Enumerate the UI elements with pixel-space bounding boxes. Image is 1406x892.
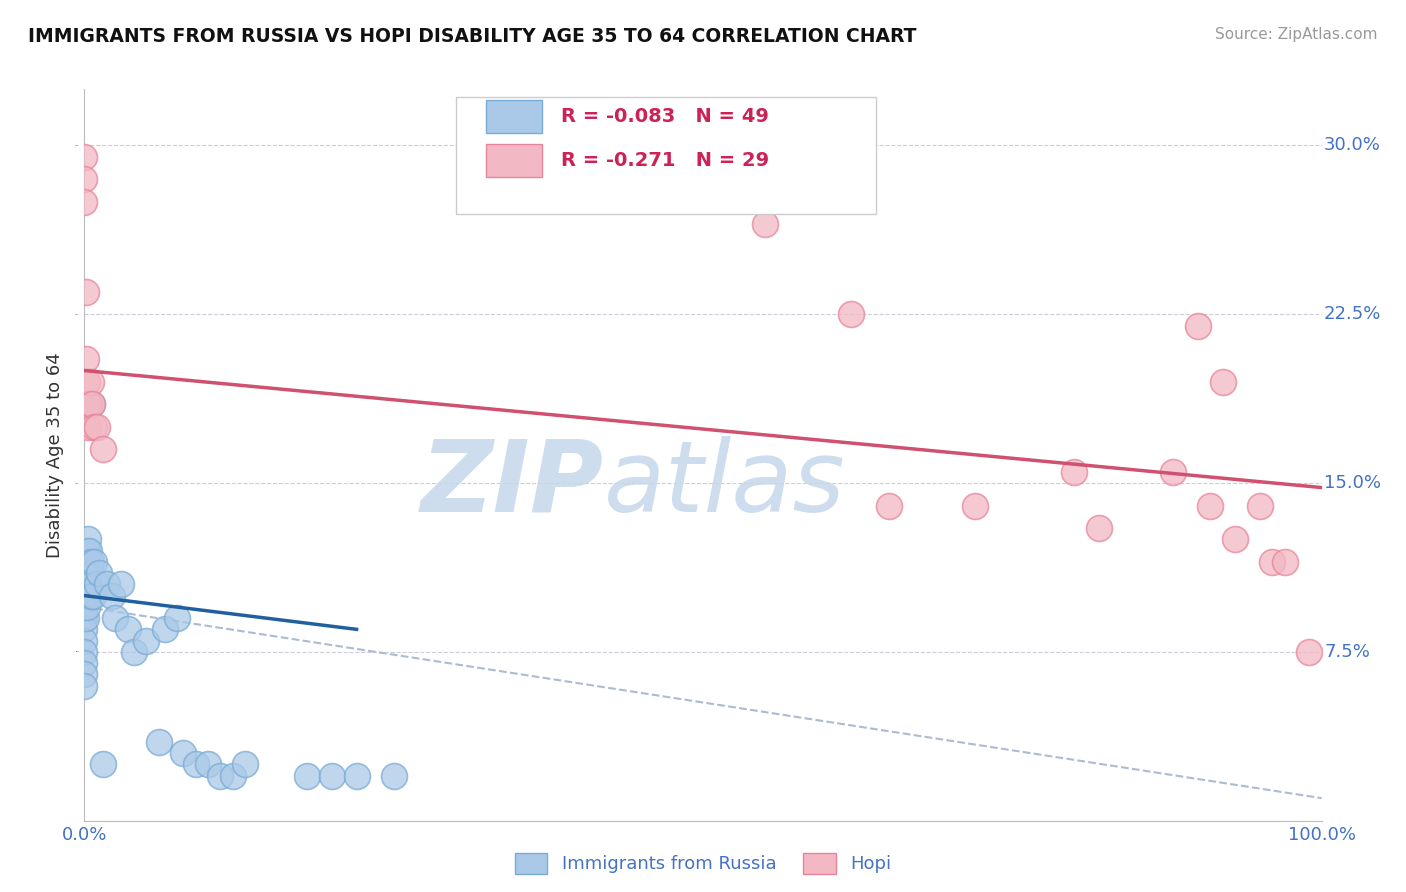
Point: [1063, 465, 1085, 479]
Point: [77, 533, 100, 547]
Point: [79, 375, 101, 389]
Point: [153, 623, 176, 637]
Point: [172, 746, 194, 760]
Text: ZIP: ZIP: [420, 435, 605, 533]
Point: [110, 577, 132, 591]
Point: [79, 397, 101, 411]
Point: [86, 577, 108, 591]
Point: [75, 566, 97, 580]
FancyBboxPatch shape: [456, 96, 876, 213]
Point: [1249, 499, 1271, 513]
Text: atlas: atlas: [605, 435, 845, 533]
Point: [96, 577, 118, 591]
Point: [754, 217, 776, 231]
Point: [80, 397, 103, 411]
Point: [166, 611, 188, 625]
Point: [79, 543, 101, 558]
Point: [75, 589, 97, 603]
Text: 7.5%: 7.5%: [1324, 643, 1369, 661]
Point: [877, 499, 900, 513]
Point: [1088, 521, 1111, 535]
Point: [73, 150, 96, 164]
Point: [1199, 499, 1222, 513]
Point: [73, 667, 96, 681]
Point: [79, 555, 101, 569]
Text: R = -0.271   N = 29: R = -0.271 N = 29: [561, 151, 769, 169]
FancyBboxPatch shape: [486, 100, 543, 133]
Point: [77, 419, 100, 434]
Point: [117, 623, 139, 637]
Point: [295, 769, 318, 783]
Point: [83, 419, 105, 434]
Point: [321, 769, 343, 783]
Point: [122, 645, 145, 659]
Point: [73, 172, 96, 186]
Point: [1187, 318, 1209, 333]
Point: [184, 757, 207, 772]
Point: [73, 623, 96, 637]
FancyBboxPatch shape: [486, 144, 543, 177]
Point: [76, 397, 98, 411]
Point: [1274, 555, 1296, 569]
Point: [73, 599, 96, 614]
Point: [75, 285, 97, 299]
Point: [104, 611, 127, 625]
Point: [77, 577, 100, 591]
Text: R = -0.083   N = 49: R = -0.083 N = 49: [561, 107, 769, 126]
Point: [73, 577, 96, 591]
Point: [91, 757, 114, 772]
Point: [75, 611, 97, 625]
Point: [148, 735, 170, 749]
Text: Source: ZipAtlas.com: Source: ZipAtlas.com: [1215, 27, 1378, 42]
Text: IMMIGRANTS FROM RUSSIA VS HOPI DISABILITY AGE 35 TO 64 CORRELATION CHART: IMMIGRANTS FROM RUSSIA VS HOPI DISABILIT…: [28, 27, 917, 45]
Point: [75, 555, 97, 569]
Point: [75, 577, 97, 591]
Point: [73, 633, 96, 648]
Point: [76, 566, 98, 580]
Point: [83, 555, 105, 569]
Point: [76, 543, 98, 558]
Point: [79, 589, 101, 603]
Legend: Immigrants from Russia, Hopi: Immigrants from Russia, Hopi: [508, 846, 898, 881]
Point: [135, 633, 157, 648]
Point: [1298, 645, 1320, 659]
Text: 15.0%: 15.0%: [1324, 474, 1381, 492]
Point: [80, 397, 103, 411]
Point: [73, 589, 96, 603]
Point: [73, 645, 96, 659]
Point: [197, 757, 219, 772]
Point: [86, 419, 108, 434]
Y-axis label: Disability Age 35 to 64: Disability Age 35 to 64: [46, 352, 65, 558]
Point: [82, 589, 104, 603]
Point: [209, 769, 232, 783]
Point: [73, 679, 96, 693]
Point: [76, 599, 98, 614]
Point: [382, 769, 405, 783]
Point: [73, 611, 96, 625]
Point: [89, 566, 111, 580]
Point: [76, 375, 98, 389]
Point: [100, 589, 122, 603]
Point: [91, 442, 114, 457]
Point: [1223, 533, 1246, 547]
Point: [73, 194, 96, 209]
Point: [75, 352, 97, 367]
Text: 30.0%: 30.0%: [1324, 136, 1381, 154]
Point: [1261, 555, 1284, 569]
Point: [841, 307, 863, 321]
Point: [965, 499, 987, 513]
Point: [1212, 375, 1234, 389]
Point: [222, 769, 245, 783]
Text: 22.5%: 22.5%: [1324, 305, 1382, 323]
Point: [1161, 465, 1184, 479]
Point: [73, 656, 96, 670]
Point: [346, 769, 368, 783]
Point: [233, 757, 256, 772]
